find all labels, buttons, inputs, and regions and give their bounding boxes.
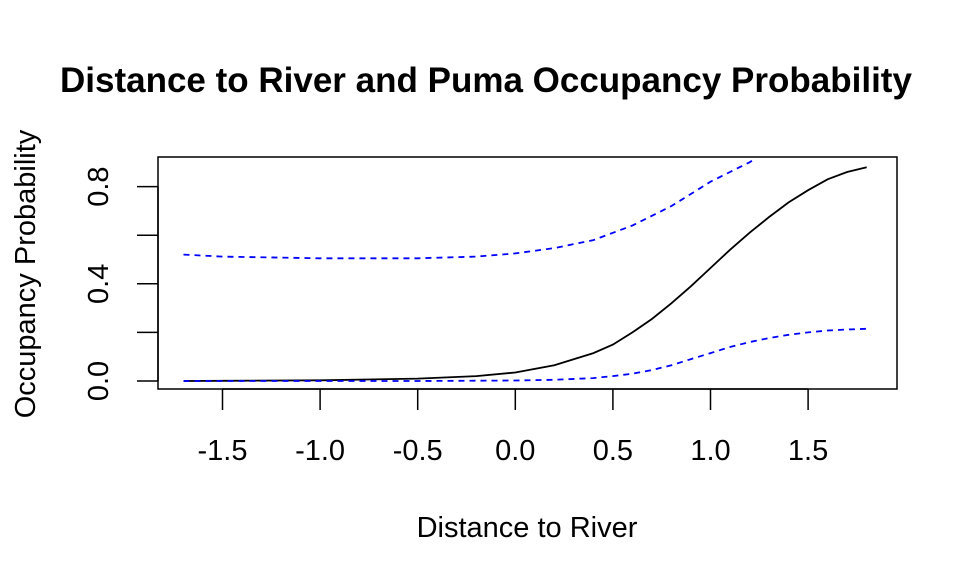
x-tick-label: -0.5 bbox=[393, 435, 443, 467]
x-tick-label: 1.0 bbox=[690, 435, 730, 467]
y-axis-label: Occupancy Probability bbox=[10, 129, 42, 418]
x-tick-label: -1.5 bbox=[198, 435, 248, 467]
y-tick-label: 0.4 bbox=[83, 264, 115, 304]
plot-frame bbox=[157, 156, 898, 390]
x-axis-label: Distance to River bbox=[417, 512, 638, 544]
series-layer bbox=[183, 159, 867, 382]
y-tick-label: 0.8 bbox=[83, 166, 115, 206]
y-axis: 0.0 0.4 0.8 bbox=[83, 166, 159, 401]
x-tick-label: 1.5 bbox=[788, 435, 828, 467]
x-tick-label: 0.0 bbox=[495, 435, 535, 467]
x-tick-label: 0.5 bbox=[593, 435, 633, 467]
chart-title: Distance to River and Puma Occupancy Pro… bbox=[60, 61, 912, 100]
series-line-upper-bound bbox=[183, 159, 754, 260]
series-line-lower-bound bbox=[183, 327, 867, 382]
series-line-estimate bbox=[183, 166, 867, 382]
x-axis: -1.5 -1.0 -0.5 0.0 0.5 1.0 1.5 bbox=[198, 388, 828, 467]
x-tick-label: -1.0 bbox=[295, 435, 345, 467]
y-tick-label: 0.0 bbox=[83, 361, 115, 401]
